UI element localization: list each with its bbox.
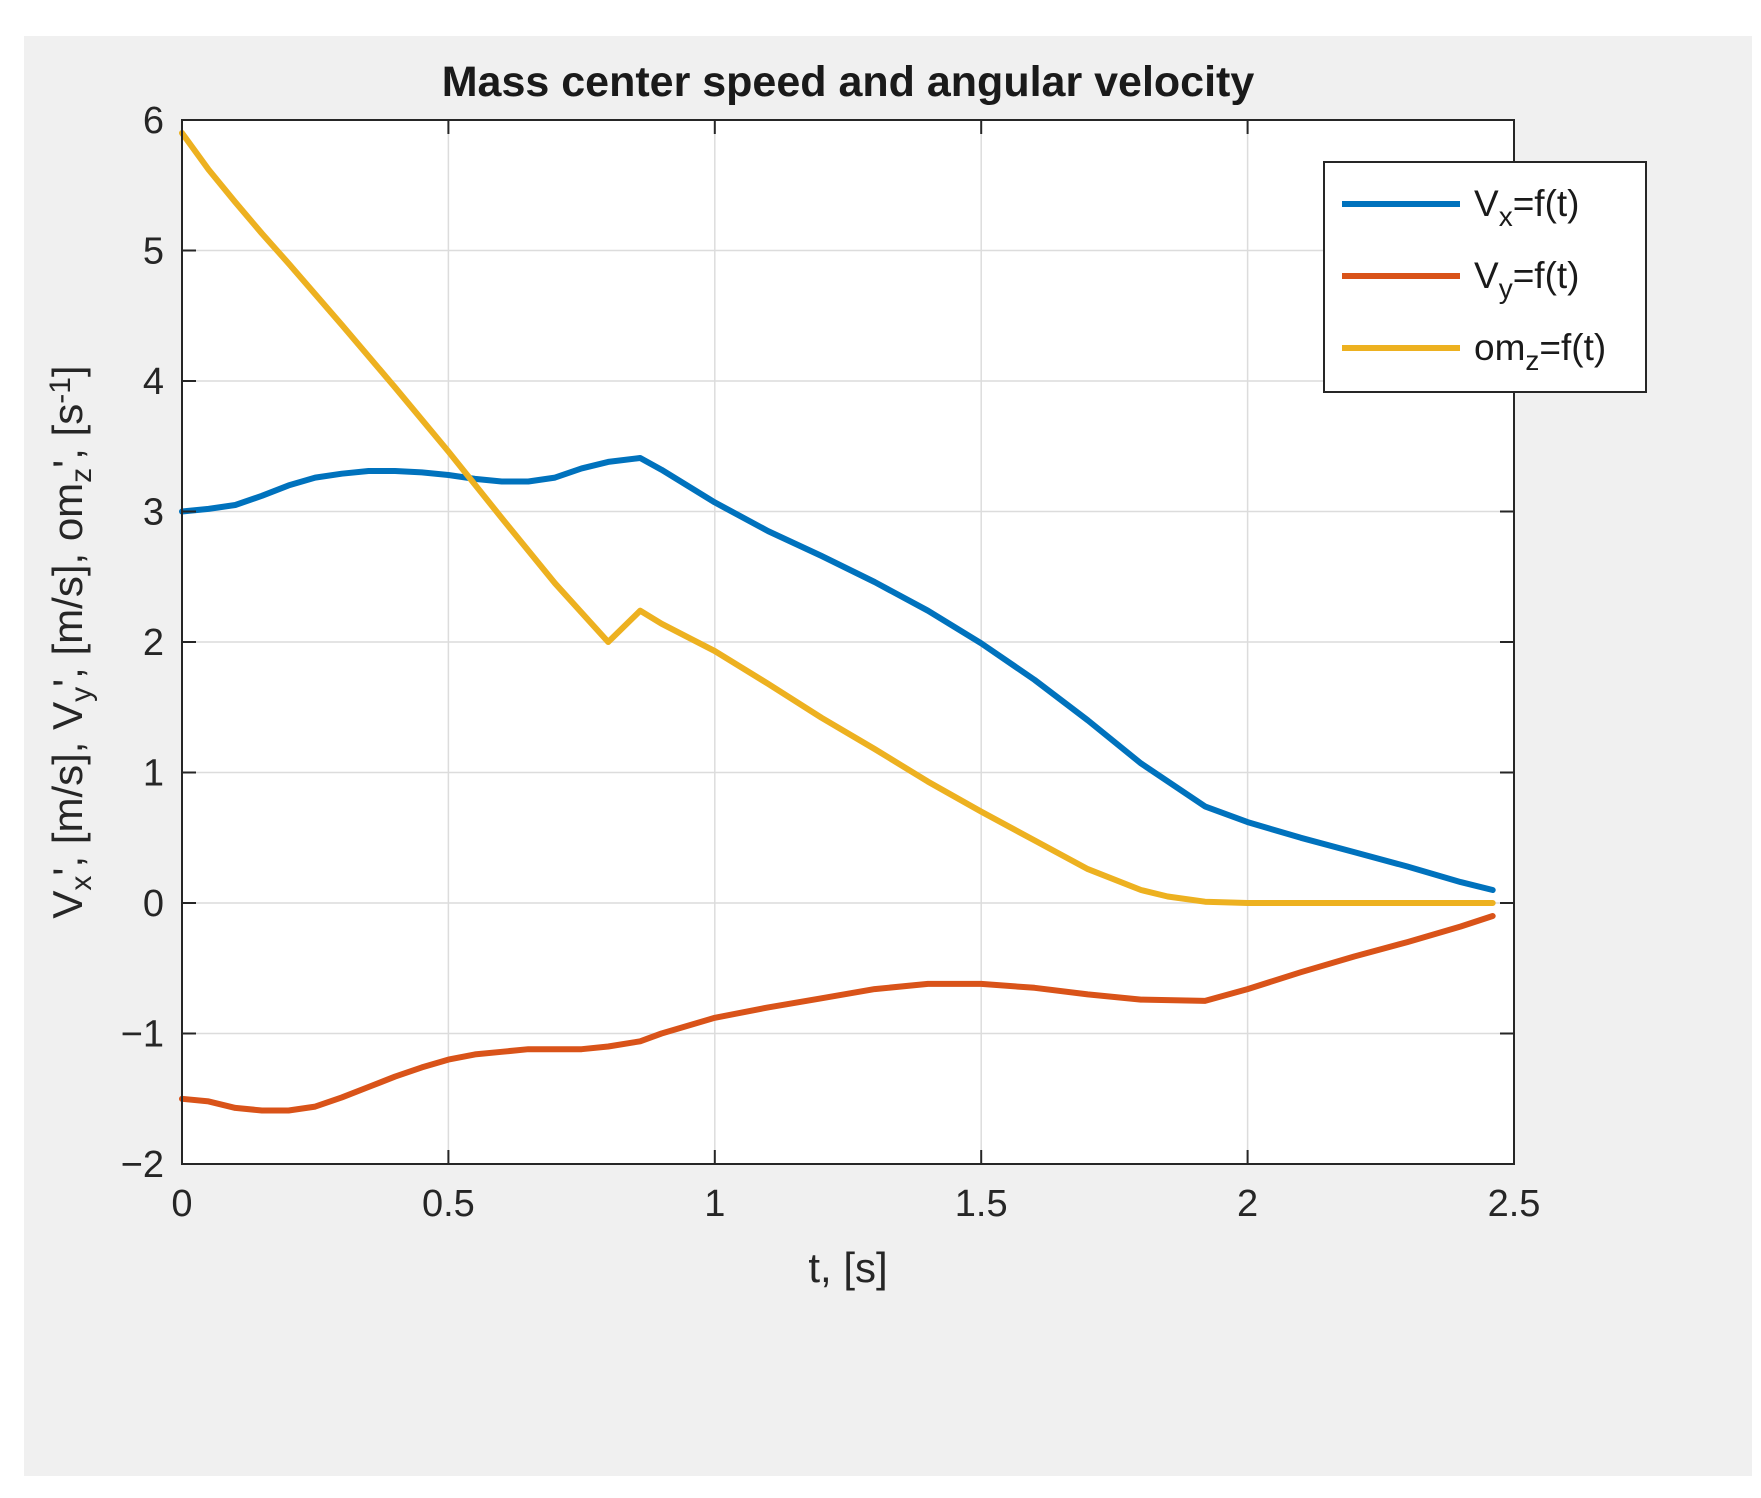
- y-tick-label: 2: [143, 622, 164, 664]
- x-tick-label: 2: [1237, 1183, 1258, 1225]
- series-line-3: [179, 130, 1496, 906]
- series-layer: [179, 130, 1496, 1114]
- series-line-1: [179, 455, 1496, 893]
- y-tick-label: 0: [143, 883, 164, 925]
- legend-entry-2: Vy=f(t): [1474, 255, 1580, 304]
- chart: 0 0.5 1 1.5 2 2.5 −2 −1 0 1 2 3 4 5 6 Mass center spee…: [44, 58, 1647, 1291]
- y-tick-label: 6: [143, 100, 164, 142]
- y-tick-label: −2: [121, 1144, 164, 1186]
- x-tick-label: 1.5: [955, 1183, 1008, 1225]
- legend-entry-3: omz=f(t): [1474, 327, 1606, 376]
- x-tick-label: 1: [704, 1183, 725, 1225]
- legend-entry-1: Vx=f(t): [1474, 183, 1580, 232]
- x-axis-label: t, [s]: [808, 1244, 887, 1291]
- y-tick-label: −1: [121, 1014, 164, 1056]
- y-tick-label: 4: [143, 361, 164, 403]
- x-tick-label: 2.5: [1488, 1183, 1541, 1225]
- y-axis-label: Vx', [m/s], Vy', [m/s], omz', [s-1]: [44, 365, 98, 918]
- chart-title: Mass center speed and angular velocity: [442, 58, 1255, 106]
- series-line-2: [179, 913, 1496, 1114]
- y-tick-label: 5: [143, 231, 164, 273]
- x-tick-label: 0.5: [422, 1183, 475, 1225]
- y-tick-label: 3: [143, 492, 164, 534]
- x-tick-label: 0: [171, 1183, 192, 1225]
- legend: Vx=f(t) Vy=f(t) omz=f(t): [1323, 161, 1647, 393]
- figure-background: 0 0.5 1 1.5 2 2.5 −2 −1 0 1 2 3 4 5 6 Mass center spee…: [24, 36, 1752, 1476]
- axis-ticks: 0 0.5 1 1.5 2 2.5 −2 −1 0 1 2 3 4 5 6: [121, 100, 1541, 1225]
- y-tick-label: 1: [143, 753, 164, 795]
